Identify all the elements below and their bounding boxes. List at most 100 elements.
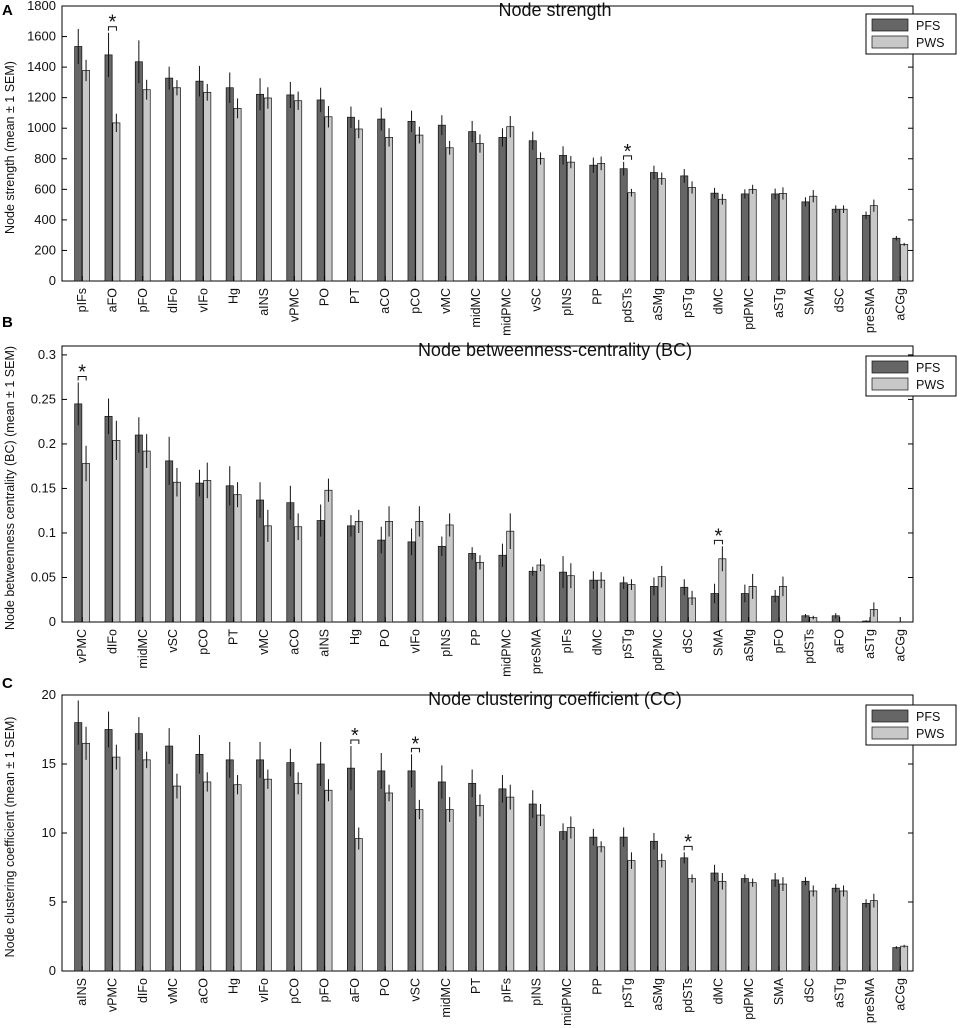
- x-tick-label: vSC: [408, 978, 422, 1002]
- bar-pws-midMC: [476, 143, 484, 282]
- x-tick-label: pSTg: [681, 288, 695, 318]
- bar-pfs-Hg: [225, 759, 234, 972]
- x-tick-label: SMA: [802, 287, 816, 315]
- x-tick-label: dSC: [681, 629, 695, 653]
- x-tick-label: aFO: [105, 288, 119, 313]
- x-tick-label: vPMC: [105, 978, 119, 1012]
- x-tick-label: PO: [378, 978, 392, 996]
- y-tick-label: 1200: [27, 90, 56, 105]
- legend-label-pfs: PFS: [916, 361, 940, 375]
- bar-pws-pINS: [566, 161, 575, 282]
- bar-pws-pSTg: [627, 860, 636, 972]
- bar-pws-Hg: [233, 108, 242, 282]
- y-tick-label: 1800: [27, 0, 56, 13]
- x-tick-label: aSTg: [772, 288, 786, 318]
- bar-pws-pCO: [415, 134, 424, 282]
- bar-pws-aSTg: [839, 890, 848, 972]
- significance-star: *: [624, 141, 632, 163]
- legend: PFS PWS: [865, 13, 957, 55]
- y-tick-label: 400: [34, 212, 56, 227]
- x-tick-label: preSMA: [863, 977, 877, 1023]
- significance-bracket: [77, 376, 87, 381]
- plot-frame: [61, 5, 914, 282]
- bar-pfs-vPMC: [104, 729, 113, 972]
- x-tick-label: aFO: [348, 978, 362, 1003]
- bar-pws-preSMA: [536, 564, 545, 623]
- x-tick-label: midMC: [439, 978, 453, 1018]
- panel-letter: B: [2, 314, 13, 331]
- x-tick-label: pFO: [772, 629, 786, 654]
- x-tick-label: pSTg: [621, 978, 635, 1008]
- bar-pfs-pSTg: [680, 175, 689, 282]
- significance-star: *: [78, 362, 86, 384]
- chart-panel-c: C Node clustering coefficient (CC) 0 5 10 15 2…: [2, 675, 957, 1026]
- x-tick-label: pCO: [196, 629, 210, 655]
- bar-pfs-vPMC: [74, 403, 83, 623]
- x-tick-label: pdSTs: [681, 978, 695, 1013]
- bar-pfs-PP: [468, 553, 477, 623]
- bar-pfs-aSTg: [771, 193, 780, 282]
- significance-star: *: [351, 725, 359, 747]
- x-tick-label: aINS: [257, 288, 271, 316]
- bar-pws-PT: [476, 805, 484, 972]
- bar-pfs-SMA: [801, 201, 810, 282]
- bar-pfs-pCO: [407, 120, 416, 282]
- x-tick-label: pFO: [318, 978, 332, 1003]
- bar-pfs-midPMC: [559, 831, 568, 972]
- bar-pfs-SMA: [771, 879, 780, 972]
- x-tick-label: PO: [318, 288, 332, 306]
- bar-pfs-vSC: [407, 770, 416, 972]
- x-tick-label: vPMC: [287, 288, 301, 322]
- x-tick-label: pIFs: [499, 978, 513, 1002]
- bar-pfs-aINS: [74, 722, 83, 972]
- x-tick-label: aSTg: [863, 629, 877, 659]
- bar-pws-pCO: [294, 782, 303, 972]
- x-tick-label: pINS: [439, 629, 453, 657]
- significance-star: *: [684, 831, 692, 853]
- x-tick-label: aSMg: [651, 978, 665, 1011]
- bar-pws-Hg: [354, 521, 363, 623]
- bar-pfs-pINS: [559, 155, 568, 282]
- bar-pfs-midMC: [437, 781, 446, 972]
- x-tick-label: pINS: [530, 978, 544, 1006]
- bar-pws-pSTg: [688, 187, 697, 282]
- x-tick-label: aCGg: [893, 978, 907, 1011]
- x-tick-label: aCO: [378, 288, 392, 314]
- x-tick-label: midMC: [469, 288, 483, 328]
- bar-pws-vSC: [536, 158, 545, 282]
- bar-pfs-vPMC: [286, 94, 295, 282]
- bar-pws-pCO: [203, 480, 212, 623]
- y-tick-label: 0.1: [38, 525, 56, 540]
- x-tick-label: aSMg: [742, 629, 756, 662]
- significance-star: *: [109, 12, 117, 34]
- bar-pfs-Hg: [347, 525, 355, 623]
- chart-title: Node clustering coefficient (CC): [428, 689, 682, 709]
- significance-bracket: [683, 845, 693, 851]
- bar-pfs-pdPMC: [740, 878, 749, 972]
- significance-bracket: [107, 26, 117, 31]
- panel-letter: A: [2, 2, 13, 19]
- bar-pws-Hg: [233, 784, 242, 972]
- x-tick-label: dSC: [833, 288, 847, 312]
- y-tick-label: 10: [42, 825, 56, 840]
- y-axis-label: Node clustering coefficient (mean ± 1 SE…: [3, 717, 17, 958]
- bar-pws-vMC: [445, 147, 454, 282]
- bar-pws-pIFs: [82, 70, 90, 282]
- x-tick-label: vIFo: [408, 629, 422, 653]
- bar-pws-dIFo: [112, 440, 121, 623]
- x-tick-label: aINS: [75, 978, 89, 1006]
- bar-pws-pdPMC: [748, 188, 757, 282]
- bar-pws-aCGg: [900, 243, 909, 282]
- bar-pfs-pdSTs: [680, 857, 689, 972]
- bar-pws-SMA: [809, 195, 818, 282]
- bar-pfs-aCO: [286, 502, 295, 623]
- bar-pfs-aCO: [195, 753, 204, 972]
- bar-pws-preSMA: [869, 900, 878, 972]
- x-tick-label: dIFo: [166, 288, 180, 313]
- bar-pfs-preSMA: [862, 214, 871, 282]
- bar-pfs-aSMg: [649, 172, 658, 282]
- bar-pfs-aCGg: [892, 947, 901, 972]
- bar-pws-aCGg: [900, 945, 909, 972]
- bar-pws-vSC: [173, 481, 181, 623]
- bar-pws-vIFo: [263, 778, 272, 972]
